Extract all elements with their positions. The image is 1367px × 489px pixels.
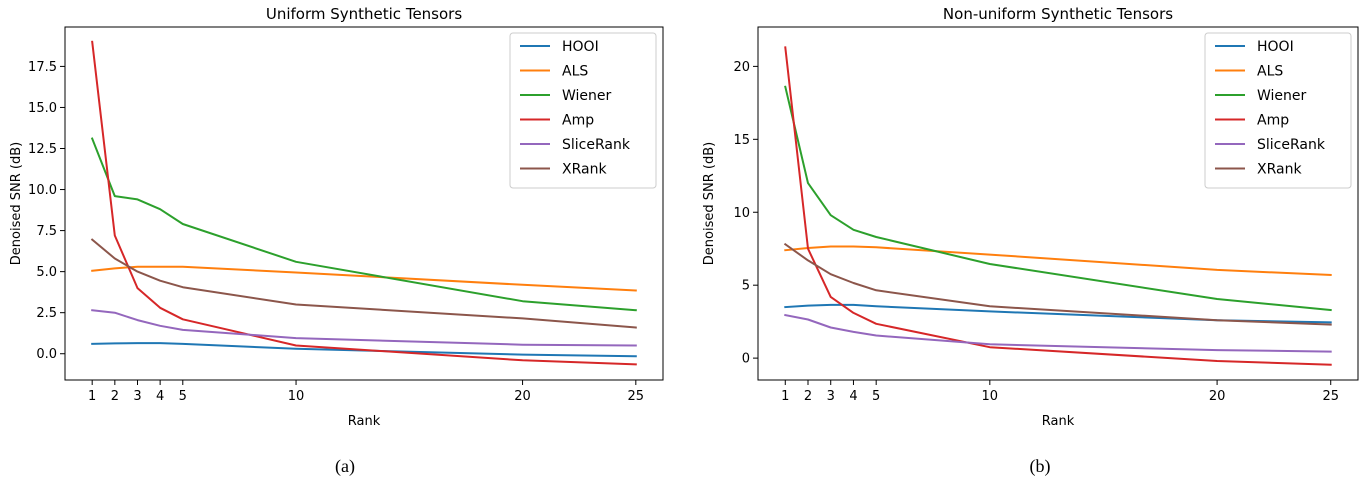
legend-label-xrank: XRank xyxy=(1257,162,1302,178)
x-tick-label: 5 xyxy=(179,389,187,404)
x-tick-label: 25 xyxy=(628,389,645,404)
x-tick-label: 2 xyxy=(804,389,812,404)
x-tick-label: 20 xyxy=(1209,389,1226,404)
y-tick-label: 0 xyxy=(742,352,750,367)
y-axis-label: Denoised SNR (dB) xyxy=(9,142,24,265)
x-tick-label: 1 xyxy=(781,389,789,404)
legend-label-als: ALS xyxy=(562,64,588,80)
y-tick-label: 15 xyxy=(733,133,750,148)
legend-label-als: ALS xyxy=(1257,64,1283,80)
x-axis-label: Rank xyxy=(1042,414,1075,429)
y-tick-label: 15.0 xyxy=(28,101,57,116)
y-tick-label: 10 xyxy=(733,206,750,221)
chart-title: Uniform Synthetic Tensors xyxy=(266,5,462,23)
x-tick-label: 10 xyxy=(982,389,999,404)
y-tick-label: 7.5 xyxy=(36,224,57,239)
series-line-als xyxy=(785,247,1330,276)
x-tick-label: 3 xyxy=(827,389,835,404)
series-line-als xyxy=(92,267,636,291)
legend-label-hooi: HOOI xyxy=(1257,39,1294,55)
legend-label-slicerank: SliceRank xyxy=(1257,137,1326,153)
legend: HOOI ALS Wiener Amp SliceRank XRank xyxy=(510,33,656,188)
legend-label-amp: Amp xyxy=(1257,113,1289,129)
x-tick-label: 3 xyxy=(133,389,141,404)
figure-caption: (b) xyxy=(1030,456,1051,477)
series-line-xrank xyxy=(785,244,1330,324)
legend-label-hooi: HOOI xyxy=(562,39,599,55)
legend-label-wiener: Wiener xyxy=(1257,88,1307,104)
y-tick-label: 10.0 xyxy=(28,183,57,198)
y-tick-label: 20 xyxy=(733,60,750,75)
chart-1: Uniform Synthetic Tensors 1 2 3 4 5 10 20 25 0.0 2… xyxy=(9,5,663,477)
figure-caption: (a) xyxy=(335,456,355,477)
y-tick-label: 2.5 xyxy=(36,306,57,321)
x-tick-label: 10 xyxy=(288,389,305,404)
y-tick-label: 5.0 xyxy=(36,265,57,280)
y-tick-label: 12.5 xyxy=(28,142,57,157)
legend-label-wiener: Wiener xyxy=(562,88,612,104)
x-tick-label: 25 xyxy=(1322,389,1339,404)
legend-label-xrank: XRank xyxy=(562,162,607,178)
legend: HOOI ALS Wiener Amp SliceRank XRank xyxy=(1205,33,1351,188)
chart-title: Non-uniform Synthetic Tensors xyxy=(943,5,1173,23)
x-tick-label: 4 xyxy=(849,389,857,404)
x-tick-label: 20 xyxy=(514,389,531,404)
y-tick-label: 0.0 xyxy=(36,347,57,362)
legend-label-amp: Amp xyxy=(562,113,594,129)
y-axis-label: Denoised SNR (dB) xyxy=(702,142,717,265)
x-axis-label: Rank xyxy=(348,414,381,429)
x-tick-label: 5 xyxy=(872,389,880,404)
legend-label-slicerank: SliceRank xyxy=(562,137,631,153)
x-tick-label: 4 xyxy=(156,389,164,404)
y-tick-label: 5 xyxy=(742,279,750,294)
x-tick-label: 2 xyxy=(111,389,119,404)
x-tick-label: 1 xyxy=(88,389,96,404)
y-tick-label: 17.5 xyxy=(28,60,57,75)
